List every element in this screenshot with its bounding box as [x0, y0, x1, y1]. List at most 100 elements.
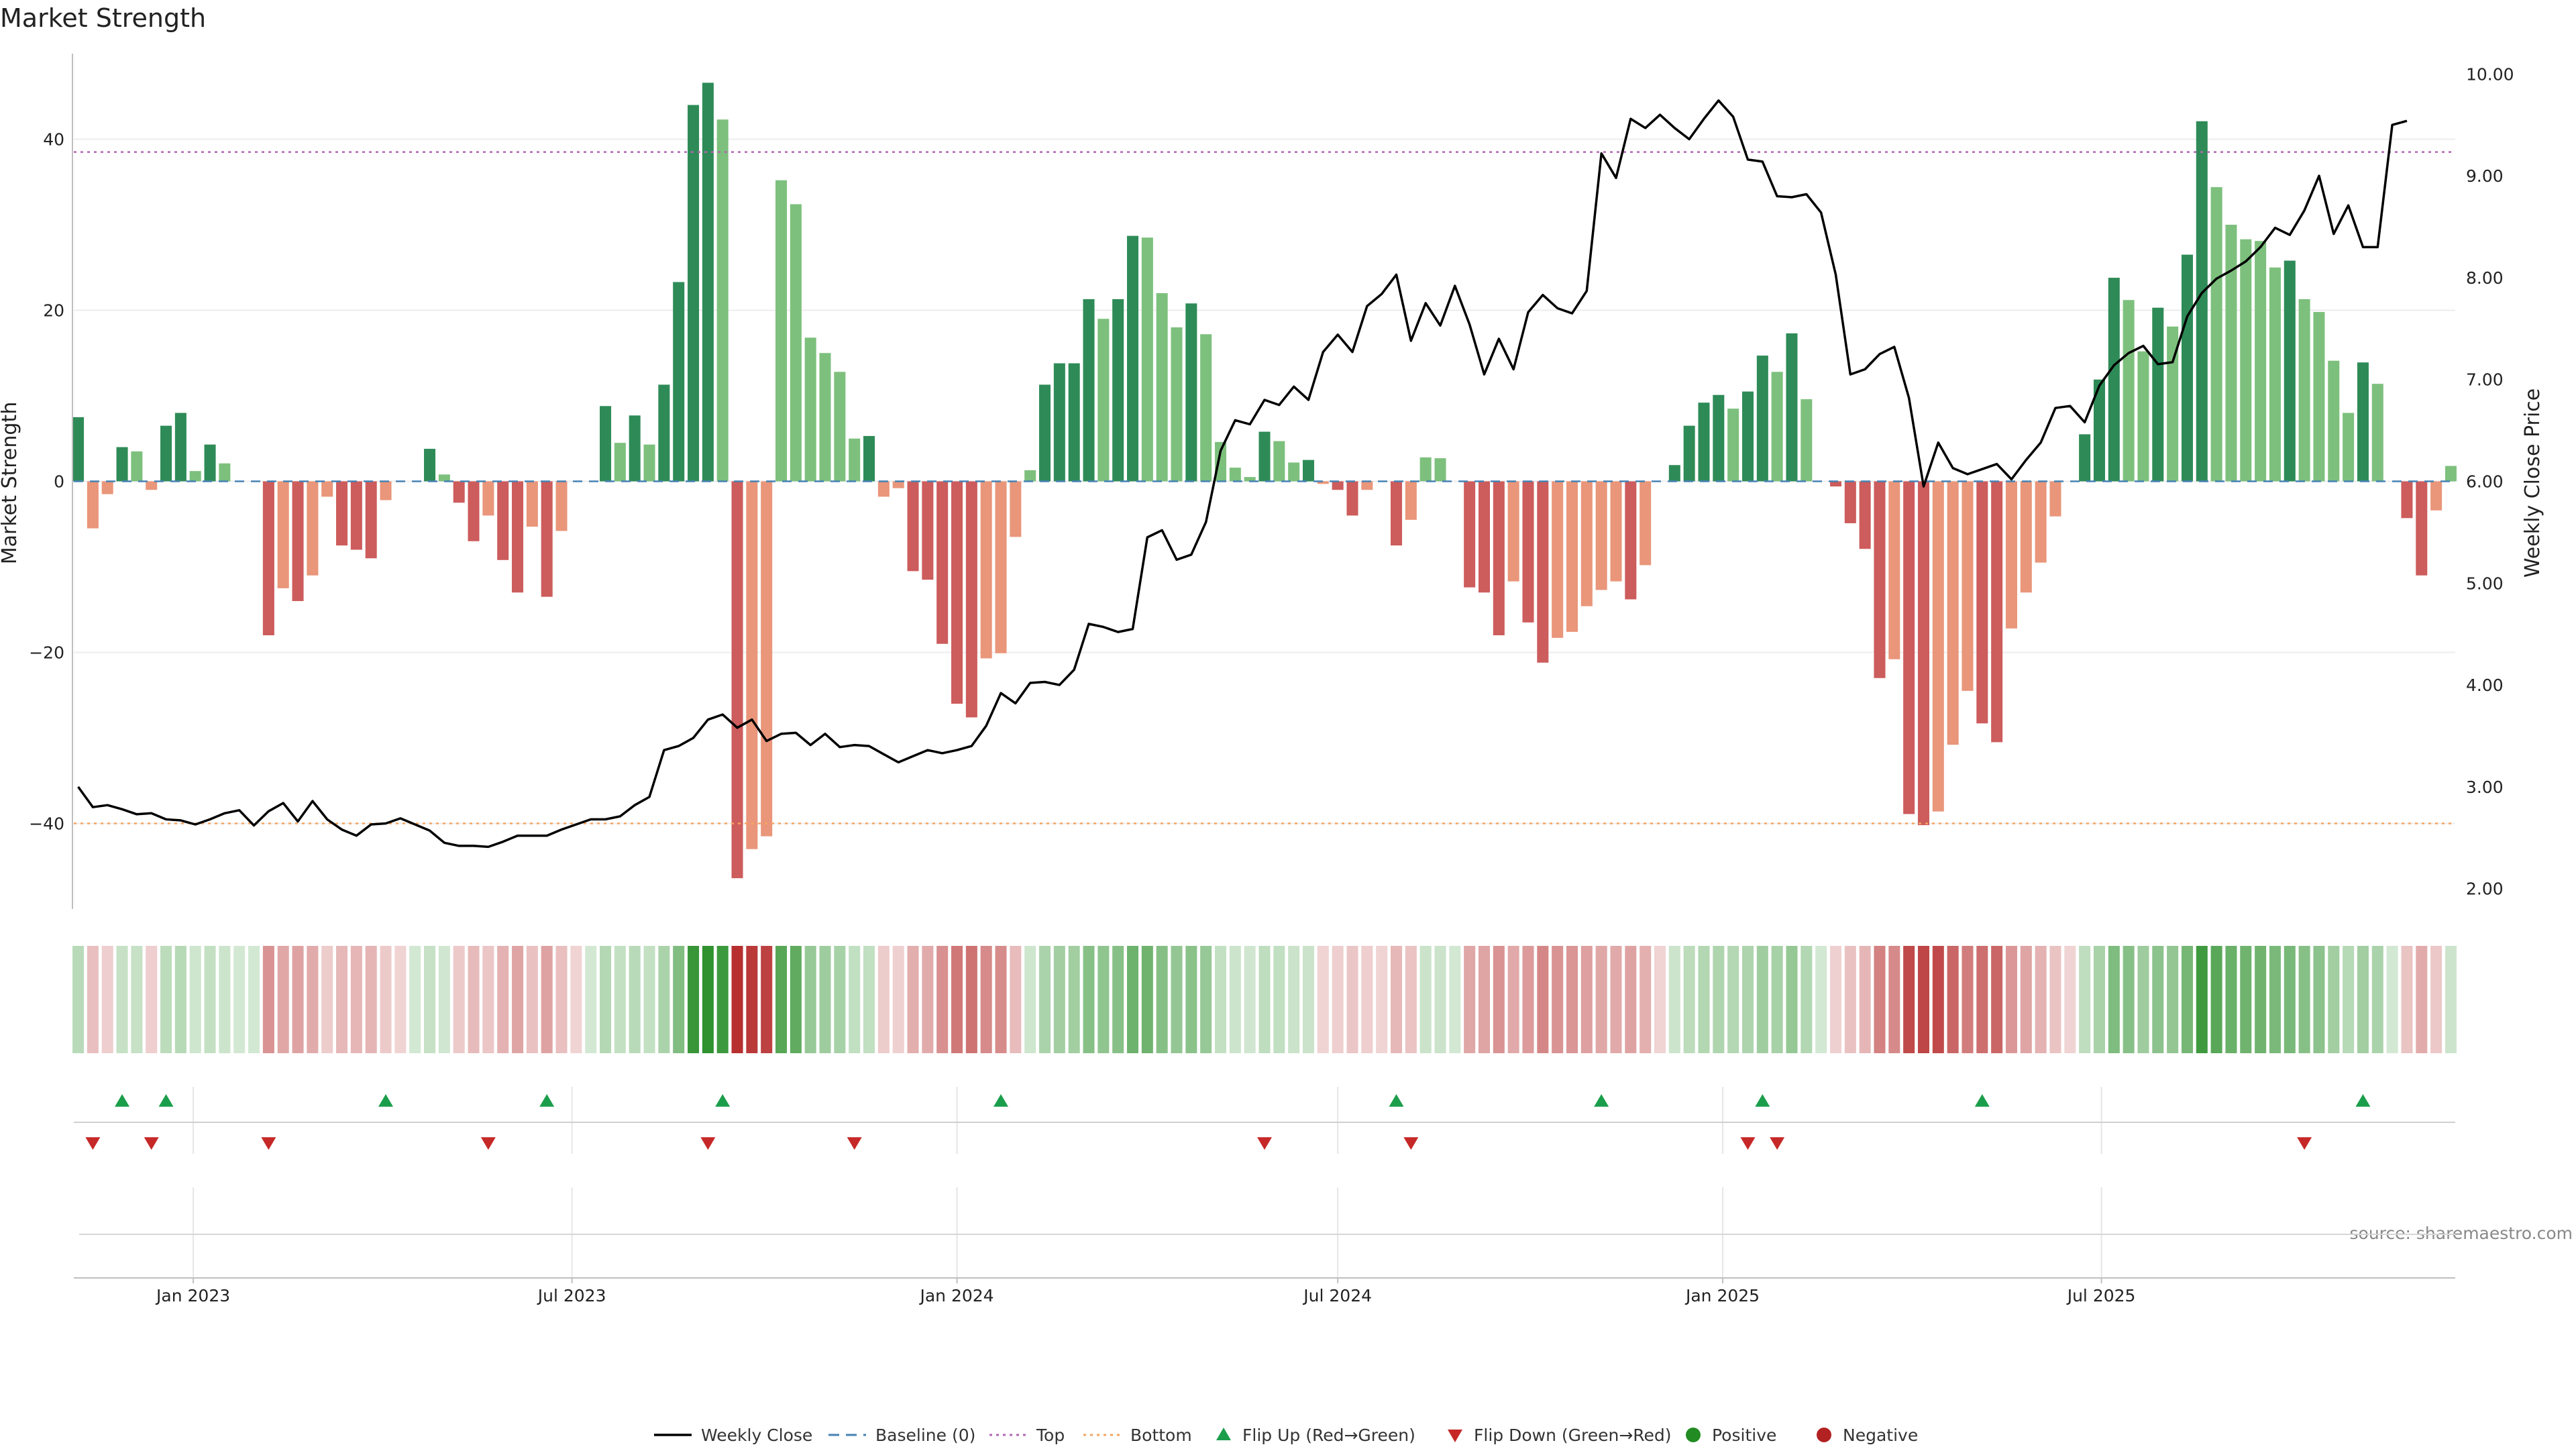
y2-tick-label: 6.00 — [2466, 472, 2504, 492]
heat-cell — [101, 946, 113, 1053]
strength-bar — [1171, 327, 1183, 482]
strength-bar — [995, 481, 1007, 653]
heat-cell — [819, 946, 831, 1053]
heat-cell — [1010, 946, 1022, 1053]
strength-bar — [951, 481, 963, 704]
heat-cell — [1903, 946, 1915, 1053]
flip-up-marker — [2355, 1094, 2371, 1107]
strength-bar — [746, 481, 758, 849]
heat-cell — [262, 946, 274, 1053]
strength-bar — [2210, 186, 2222, 482]
strength-bar — [1405, 481, 1417, 520]
heat-cell — [1654, 946, 1666, 1053]
strength-bar — [1771, 372, 1783, 482]
legend-swatch — [1448, 1430, 1462, 1442]
heat-cell — [1317, 946, 1329, 1053]
heat-cell — [731, 946, 743, 1053]
x-tick-label: Jan 2025 — [1684, 1286, 1760, 1305]
heat-cell — [1185, 946, 1197, 1053]
legend-swatch — [1817, 1428, 1831, 1442]
heat-cell — [1815, 946, 1827, 1053]
heat-cell — [2181, 946, 2193, 1053]
y-tick-label: 0 — [54, 472, 64, 492]
flip-up-marker — [1389, 1094, 1404, 1107]
heat-cell — [1976, 946, 1988, 1053]
heat-cell — [1801, 946, 1813, 1053]
strength-bar — [2049, 481, 2061, 517]
strength-bar — [1317, 481, 1329, 484]
strength-bar — [146, 481, 158, 490]
strength-bar — [1962, 481, 1974, 691]
flip-down-marker — [1257, 1137, 1272, 1150]
heat-cell — [1522, 946, 1534, 1053]
heat-cell — [307, 946, 319, 1053]
heat-cell — [1640, 946, 1652, 1053]
heat-cell — [1244, 946, 1256, 1053]
strength-bar — [1522, 481, 1534, 623]
strength-bar — [438, 474, 450, 482]
strength-bar — [2240, 239, 2252, 482]
strength-bar — [1229, 468, 1241, 482]
heat-cell — [907, 946, 919, 1053]
flip-up-marker — [378, 1094, 394, 1107]
strength-bar — [1156, 293, 1168, 482]
strength-bars — [72, 83, 2457, 879]
heat-cell — [1507, 946, 1519, 1053]
heat-cell — [716, 946, 729, 1053]
flip-down-marker — [480, 1137, 496, 1150]
heat-cell — [174, 946, 186, 1053]
heat-cell — [892, 946, 904, 1053]
flip-up-marker — [1974, 1094, 1990, 1107]
heat-cell — [2049, 946, 2061, 1053]
heat-cell — [2240, 946, 2252, 1053]
strength-bar — [819, 353, 831, 482]
strength-bar — [468, 481, 480, 541]
heat-cell — [116, 946, 128, 1053]
y2-tick-label: 4.00 — [2466, 676, 2504, 695]
strength-bar — [292, 481, 304, 601]
source-text: source: sharemaestro.com — [2350, 1224, 2573, 1243]
axes: 40 20 0 −20 −40 2.00 3.00 4.00 5.00 6.00 7.00 8.00 9… — [29, 54, 2514, 1305]
strength-bar — [761, 481, 773, 837]
heat-cell — [2313, 946, 2325, 1053]
heat-cell — [995, 946, 1007, 1053]
strength-bar — [160, 425, 172, 482]
strength-bar — [1801, 399, 1813, 482]
flip-down-marker — [847, 1137, 862, 1150]
heat-cell — [1302, 946, 1315, 1053]
strength-bar — [614, 443, 626, 482]
heat-cell — [1449, 946, 1461, 1053]
heat-cell — [2430, 946, 2443, 1053]
heat-cell — [1258, 946, 1271, 1053]
flip-markers — [85, 1094, 2371, 1150]
heat-cell — [2328, 946, 2340, 1053]
heat-cell — [321, 946, 333, 1053]
strength-bar — [688, 105, 700, 482]
heat-cell — [951, 946, 963, 1053]
heat-cell — [1552, 946, 1564, 1053]
strength-bar — [658, 384, 670, 482]
strength-bar — [1478, 481, 1491, 593]
heat-cell — [658, 946, 670, 1053]
heat-cell — [2108, 946, 2120, 1053]
strength-bar — [2445, 466, 2457, 482]
strength-bar — [1713, 394, 1725, 482]
strength-bar — [2328, 360, 2340, 482]
y2-tick-label: 8.00 — [2466, 268, 2504, 288]
legend-label: Flip Down (Green→Red) — [1474, 1426, 1672, 1445]
strength-heat-strip — [72, 946, 2457, 1053]
strength-bar — [2123, 300, 2135, 482]
heat-cell — [1024, 946, 1036, 1053]
heat-cell — [2079, 946, 2091, 1053]
heat-cell — [1859, 946, 1871, 1053]
flip-down-marker — [144, 1137, 159, 1150]
flip-up-marker — [994, 1094, 1009, 1107]
heat-cell — [2445, 946, 2457, 1053]
strength-bar — [1625, 481, 1637, 600]
strength-bar — [2035, 481, 2047, 563]
heat-cell — [614, 946, 626, 1053]
legend-swatch — [1216, 1428, 1231, 1440]
heat-cell — [189, 946, 201, 1053]
heat-cell — [673, 946, 685, 1053]
legend-label: Top — [1036, 1426, 1065, 1445]
